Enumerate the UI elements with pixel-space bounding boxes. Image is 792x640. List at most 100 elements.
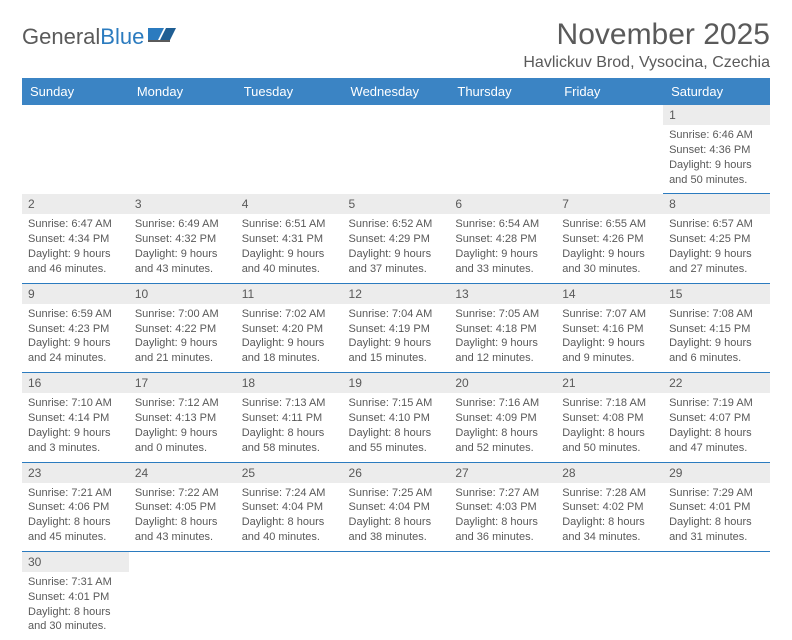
day-detail — [449, 125, 556, 194]
day-detail — [129, 125, 236, 194]
day-detail: Sunrise: 7:00 AMSunset: 4:22 PMDaylight:… — [129, 304, 236, 373]
day-number: 29 — [663, 462, 770, 483]
weekday-header: Wednesday — [343, 78, 450, 105]
day-number — [449, 105, 556, 125]
day-detail: Sunrise: 6:47 AMSunset: 4:34 PMDaylight:… — [22, 214, 129, 283]
day-number: 15 — [663, 283, 770, 304]
day-number: 21 — [556, 373, 663, 394]
day-number: 16 — [22, 373, 129, 394]
day-detail: Sunrise: 6:57 AMSunset: 4:25 PMDaylight:… — [663, 214, 770, 283]
day-detail: Sunrise: 7:15 AMSunset: 4:10 PMDaylight:… — [343, 393, 450, 462]
day-number: 23 — [22, 462, 129, 483]
day-number: 6 — [449, 194, 556, 215]
day-detail: Sunrise: 7:31 AMSunset: 4:01 PMDaylight:… — [22, 572, 129, 640]
day-number: 25 — [236, 462, 343, 483]
brand-logo: GeneralBlue — [22, 18, 176, 50]
day-number: 30 — [22, 551, 129, 572]
flag-icon — [148, 24, 176, 50]
weekday-header: Sunday — [22, 78, 129, 105]
day-detail: Sunrise: 7:13 AMSunset: 4:11 PMDaylight:… — [236, 393, 343, 462]
day-detail: Sunrise: 6:51 AMSunset: 4:31 PMDaylight:… — [236, 214, 343, 283]
day-number: 4 — [236, 194, 343, 215]
day-number-row: 30 — [22, 551, 770, 572]
brand-word-2: Blue — [100, 24, 144, 50]
day-number: 8 — [663, 194, 770, 215]
day-number-row: 16171819202122 — [22, 373, 770, 394]
day-number: 12 — [343, 283, 450, 304]
day-detail-row: Sunrise: 6:47 AMSunset: 4:34 PMDaylight:… — [22, 214, 770, 283]
day-detail: Sunrise: 7:04 AMSunset: 4:19 PMDaylight:… — [343, 304, 450, 373]
day-number: 7 — [556, 194, 663, 215]
day-number — [22, 105, 129, 125]
day-detail: Sunrise: 7:07 AMSunset: 4:16 PMDaylight:… — [556, 304, 663, 373]
day-detail: Sunrise: 7:18 AMSunset: 4:08 PMDaylight:… — [556, 393, 663, 462]
day-detail — [236, 572, 343, 640]
day-number — [129, 105, 236, 125]
day-number-row: 23242526272829 — [22, 462, 770, 483]
day-number: 22 — [663, 373, 770, 394]
day-detail — [236, 125, 343, 194]
month-title: November 2025 — [523, 18, 770, 52]
day-number-row: 1 — [22, 105, 770, 125]
day-number: 20 — [449, 373, 556, 394]
day-detail — [663, 572, 770, 640]
day-detail — [556, 125, 663, 194]
calendar-table: SundayMondayTuesdayWednesdayThursdayFrid… — [22, 78, 770, 640]
day-detail: Sunrise: 7:28 AMSunset: 4:02 PMDaylight:… — [556, 483, 663, 552]
day-detail: Sunrise: 7:19 AMSunset: 4:07 PMDaylight:… — [663, 393, 770, 462]
day-detail: Sunrise: 7:08 AMSunset: 4:15 PMDaylight:… — [663, 304, 770, 373]
day-detail — [343, 125, 450, 194]
day-detail — [129, 572, 236, 640]
day-number — [449, 551, 556, 572]
day-detail: Sunrise: 6:59 AMSunset: 4:23 PMDaylight:… — [22, 304, 129, 373]
day-detail: Sunrise: 7:22 AMSunset: 4:05 PMDaylight:… — [129, 483, 236, 552]
day-detail: Sunrise: 7:29 AMSunset: 4:01 PMDaylight:… — [663, 483, 770, 552]
day-number: 19 — [343, 373, 450, 394]
day-number: 17 — [129, 373, 236, 394]
day-number: 26 — [343, 462, 450, 483]
day-number — [343, 551, 450, 572]
day-number — [236, 105, 343, 125]
day-detail: Sunrise: 7:05 AMSunset: 4:18 PMDaylight:… — [449, 304, 556, 373]
day-detail — [449, 572, 556, 640]
day-number — [129, 551, 236, 572]
day-number: 28 — [556, 462, 663, 483]
day-number: 2 — [22, 194, 129, 215]
day-number: 5 — [343, 194, 450, 215]
day-number: 13 — [449, 283, 556, 304]
day-number: 14 — [556, 283, 663, 304]
day-detail — [22, 125, 129, 194]
day-number: 24 — [129, 462, 236, 483]
day-detail: Sunrise: 7:21 AMSunset: 4:06 PMDaylight:… — [22, 483, 129, 552]
day-detail: Sunrise: 6:55 AMSunset: 4:26 PMDaylight:… — [556, 214, 663, 283]
day-number-row: 9101112131415 — [22, 283, 770, 304]
day-number: 18 — [236, 373, 343, 394]
day-detail: Sunrise: 7:25 AMSunset: 4:04 PMDaylight:… — [343, 483, 450, 552]
day-detail: Sunrise: 6:46 AMSunset: 4:36 PMDaylight:… — [663, 125, 770, 194]
day-detail: Sunrise: 6:52 AMSunset: 4:29 PMDaylight:… — [343, 214, 450, 283]
weekday-header: Friday — [556, 78, 663, 105]
day-number — [343, 105, 450, 125]
day-detail-row: Sunrise: 7:31 AMSunset: 4:01 PMDaylight:… — [22, 572, 770, 640]
day-number — [236, 551, 343, 572]
day-detail: Sunrise: 7:10 AMSunset: 4:14 PMDaylight:… — [22, 393, 129, 462]
day-number — [556, 551, 663, 572]
day-number: 11 — [236, 283, 343, 304]
day-detail: Sunrise: 7:27 AMSunset: 4:03 PMDaylight:… — [449, 483, 556, 552]
day-detail-row: Sunrise: 6:46 AMSunset: 4:36 PMDaylight:… — [22, 125, 770, 194]
day-number: 3 — [129, 194, 236, 215]
day-detail: Sunrise: 7:24 AMSunset: 4:04 PMDaylight:… — [236, 483, 343, 552]
day-number: 10 — [129, 283, 236, 304]
day-detail — [343, 572, 450, 640]
day-detail: Sunrise: 7:02 AMSunset: 4:20 PMDaylight:… — [236, 304, 343, 373]
weekday-header: Tuesday — [236, 78, 343, 105]
day-number-row: 2345678 — [22, 194, 770, 215]
day-number — [556, 105, 663, 125]
day-detail: Sunrise: 6:49 AMSunset: 4:32 PMDaylight:… — [129, 214, 236, 283]
day-detail: Sunrise: 7:12 AMSunset: 4:13 PMDaylight:… — [129, 393, 236, 462]
day-detail — [556, 572, 663, 640]
day-detail: Sunrise: 6:54 AMSunset: 4:28 PMDaylight:… — [449, 214, 556, 283]
weekday-header: Thursday — [449, 78, 556, 105]
page-header: GeneralBlue November 2025 Havlickuv Brod… — [22, 18, 770, 72]
day-detail: Sunrise: 7:16 AMSunset: 4:09 PMDaylight:… — [449, 393, 556, 462]
